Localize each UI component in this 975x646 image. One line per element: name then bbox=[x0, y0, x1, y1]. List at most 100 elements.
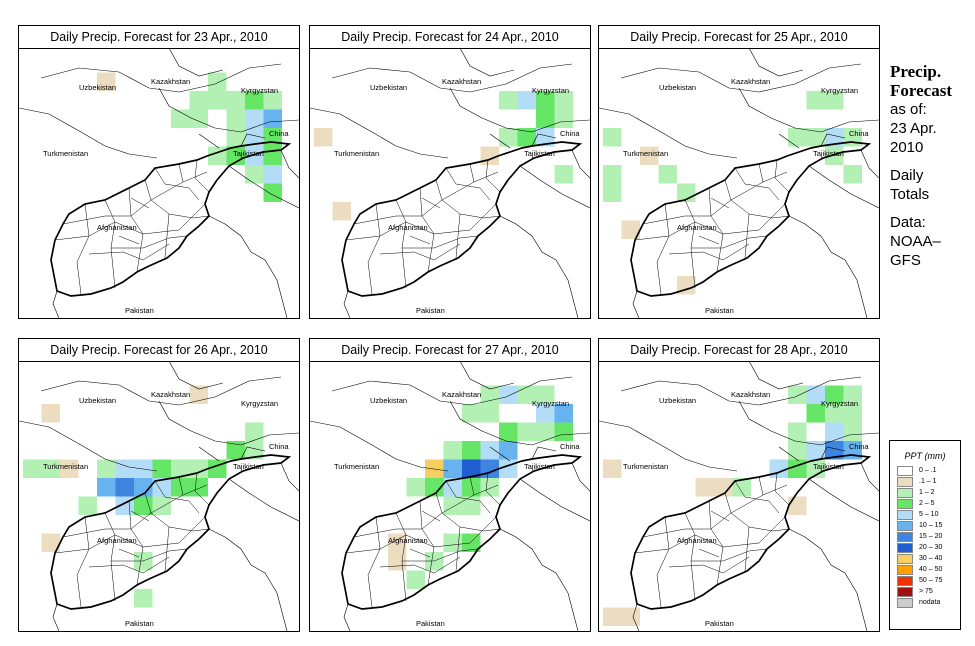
data-source-2: GFS bbox=[890, 252, 921, 269]
province-border bbox=[353, 171, 499, 225]
precip-cell bbox=[171, 478, 190, 497]
province-border bbox=[54, 516, 206, 554]
panel-title: Daily Precip. Forecast for 24 Apr., 2010 bbox=[310, 26, 590, 49]
province-border bbox=[154, 480, 200, 514]
forecast-map: Uzbekistan Kazakhstan Kyrgyzstan China Tajik… bbox=[310, 361, 590, 631]
precip-cell bbox=[208, 91, 227, 110]
precip-cell bbox=[41, 459, 60, 478]
precip-legend: PPT (mm) 0 – .1 .1 – 1 1 – 2 2 – 5 5 – 10 10 … bbox=[889, 440, 961, 630]
precip-cell bbox=[806, 441, 825, 460]
precip-cell bbox=[406, 478, 425, 497]
precip-cell bbox=[263, 165, 282, 184]
precip-cell bbox=[152, 496, 171, 515]
legend-swatch bbox=[897, 531, 913, 542]
country-label: Afghanistan bbox=[388, 223, 428, 232]
precip-cell bbox=[171, 459, 190, 478]
precip-cell bbox=[806, 404, 825, 423]
country-label: Kyrgyzstan bbox=[532, 86, 569, 95]
country-border bbox=[748, 48, 804, 77]
province-border bbox=[54, 203, 206, 241]
precip-cell bbox=[406, 570, 425, 589]
precip-cell bbox=[78, 496, 97, 515]
country-label: Kyrgyzstan bbox=[821, 399, 858, 408]
country-label: Tajikistan bbox=[813, 149, 844, 158]
legend-item: 50 – 75 bbox=[897, 575, 960, 586]
country-border bbox=[40, 376, 282, 406]
forecast-info: Precip. Forecast as of: 23 Apr. 2010 Dai… bbox=[890, 62, 974, 270]
country-border bbox=[198, 446, 266, 462]
precip-cell bbox=[843, 404, 862, 423]
precip-cell bbox=[462, 441, 481, 460]
province-border bbox=[668, 556, 750, 574]
country-border bbox=[489, 446, 557, 462]
precip-cell bbox=[788, 496, 807, 515]
province-border bbox=[419, 500, 435, 586]
country-label: Uzbekistan bbox=[370, 83, 407, 92]
country-label: Turkmenistan bbox=[623, 462, 668, 471]
country-label: Turkmenistan bbox=[43, 149, 88, 158]
country-border bbox=[489, 133, 557, 149]
legend-item: 10 – 15 bbox=[897, 520, 960, 531]
legend-swatch bbox=[897, 498, 913, 509]
province-border bbox=[469, 472, 501, 506]
precip-cell bbox=[480, 459, 499, 478]
province-border bbox=[758, 472, 790, 506]
country-border bbox=[571, 462, 590, 492]
precip-cell bbox=[189, 385, 208, 404]
country-border bbox=[158, 87, 299, 133]
province-border bbox=[469, 159, 501, 193]
precip-cell bbox=[189, 459, 208, 478]
panel-title: Daily Precip. Forecast for 26 Apr., 2010 bbox=[19, 339, 299, 362]
precip-cell bbox=[554, 422, 573, 441]
country-label: Kazakhstan bbox=[731, 390, 770, 399]
precip-cell bbox=[788, 385, 807, 404]
forecast-map: Uzbekistan Kazakhstan Kyrgyzstan China Tajik… bbox=[599, 361, 879, 631]
precip-cell bbox=[443, 533, 462, 552]
precip-cell bbox=[97, 72, 116, 91]
precip-cell bbox=[499, 422, 518, 441]
precip-cell bbox=[226, 109, 245, 128]
precip-cell bbox=[806, 385, 825, 404]
country-label: Kyrgyzstan bbox=[241, 86, 278, 95]
province-border bbox=[734, 167, 780, 201]
country-border bbox=[778, 446, 846, 462]
province-border bbox=[409, 510, 441, 558]
country-border bbox=[499, 215, 579, 318]
map-panel-6: Daily Precip. Forecast for 28 Apr., 2010… bbox=[598, 338, 880, 632]
precip-cell bbox=[245, 109, 264, 128]
province-border bbox=[634, 203, 786, 241]
country-label: Uzbekistan bbox=[659, 83, 696, 92]
country-border bbox=[738, 87, 879, 133]
afghanistan-border bbox=[630, 141, 872, 297]
country-border bbox=[280, 462, 299, 492]
province-border bbox=[734, 480, 780, 514]
precip-cell bbox=[226, 128, 245, 147]
precip-cell bbox=[621, 607, 640, 626]
province-border bbox=[642, 171, 788, 225]
precip-cell bbox=[499, 459, 518, 478]
precip-cell bbox=[443, 441, 462, 460]
precip-cell bbox=[245, 422, 264, 441]
province-border bbox=[459, 526, 501, 532]
precip-cell bbox=[189, 478, 208, 497]
country-border bbox=[310, 420, 449, 472]
province-border bbox=[684, 199, 696, 289]
country-label: Pakistan bbox=[705, 306, 734, 315]
province-border bbox=[395, 512, 407, 602]
precip-cell bbox=[825, 146, 844, 165]
panel-title: Daily Precip. Forecast for 27 Apr., 2010 bbox=[310, 339, 590, 362]
precip-cell bbox=[554, 404, 573, 423]
data-source-1: NOAA– bbox=[890, 233, 941, 250]
country-border bbox=[168, 361, 224, 390]
precip-cell bbox=[60, 459, 79, 478]
country-border bbox=[788, 215, 868, 318]
legend-label: nodata bbox=[919, 599, 941, 606]
country-border bbox=[459, 361, 515, 390]
precip-cell bbox=[41, 404, 60, 423]
precip-cell bbox=[443, 496, 462, 515]
precip-cell bbox=[843, 385, 862, 404]
precip-cell bbox=[677, 276, 696, 295]
province-border bbox=[367, 516, 381, 608]
legend-label: 30 – 40 bbox=[919, 555, 943, 562]
precip-cell bbox=[97, 459, 116, 478]
